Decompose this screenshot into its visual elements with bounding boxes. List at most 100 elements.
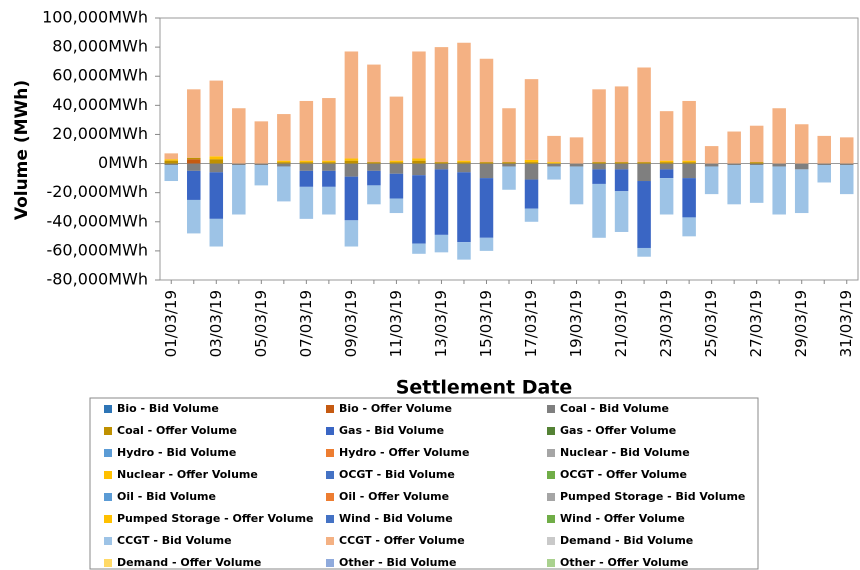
bar-segment [479,237,494,251]
bar-segment [524,159,539,163]
legend-swatch [326,405,334,413]
bar-segment [367,185,381,205]
bar-segment [164,153,179,160]
bar-segment [389,173,404,199]
bar-segment [659,163,674,170]
x-tick-label: 03/03/19 [207,290,225,357]
bar-segment [502,108,516,163]
bar-segment [322,98,336,161]
bar-segment [457,160,471,163]
bar-segment [637,181,651,248]
legend-swatch [326,427,334,435]
bar-segment [749,163,764,166]
bar-segment [434,169,449,235]
legend-swatch [547,471,555,479]
legend-swatch [326,449,334,457]
y-tick-label: 100,000MWh [42,8,148,27]
y-tick-label: -80,000MWh [46,270,148,289]
bar-segment [389,96,404,161]
legend-label: Coal - Offer Volume [117,424,237,437]
legend-label: Demand - Bid Volume [560,534,693,547]
bar-segment [479,58,494,163]
bar-segment [659,160,674,163]
legend-label: Coal - Bid Volume [560,402,669,415]
bar-segment [187,159,201,164]
bar-segment [299,100,314,161]
bar-segment [817,163,831,166]
bar-segment [299,163,314,171]
y-tick-label: -40,000MWh [46,211,148,230]
legend-swatch [547,559,555,567]
bar-segment [412,243,426,254]
legend-swatch [104,471,112,479]
legend-swatch [104,559,112,567]
bar-segment [704,146,719,164]
bar-segment [524,162,539,164]
bar-segment [434,47,449,163]
bar-segment [254,165,269,186]
bar-segment [457,172,471,243]
bar-segment [322,163,336,171]
bar-segment [164,163,179,166]
bar-segment [569,137,584,164]
bar-segment [322,162,336,164]
bar-segment [299,162,314,164]
bar-segment [682,162,696,164]
bar-segment [164,165,179,182]
bar-segment [367,162,381,164]
bar-segment [209,218,224,247]
bar-segment [412,51,426,159]
bar-segment [659,111,674,161]
bar-segment [839,163,854,166]
bar-segment [817,135,831,164]
bar-segment [704,166,719,195]
bar-segment [479,178,494,238]
bar-segment [277,166,291,202]
bar-segment [749,125,764,163]
x-tick-label: 01/03/19 [162,290,180,357]
bar-segment [164,159,179,161]
bar-segment [367,170,381,186]
bar-segment [682,217,696,237]
bar-segment [727,163,741,166]
bar-segment [524,179,539,209]
bar-segment [457,163,471,173]
bar-segment [232,108,246,164]
bar-segment [412,158,426,161]
x-tick-label: 25/03/19 [702,290,720,357]
x-tick-label: 15/03/19 [477,290,495,357]
bar-segment [524,163,539,180]
bar-segment [367,64,381,163]
bar-segment [772,166,786,215]
bar-segment [592,162,606,164]
bar-segment [727,131,741,164]
bar-segment [637,163,651,182]
legend-swatch [104,449,112,457]
bar-segment [524,208,539,222]
bar-segment [254,163,269,166]
legend-label: CCGT - Bid Volume [117,534,232,547]
legend-swatch [326,559,334,567]
bar-segment [839,165,854,195]
y-tick-label: 0MWh [98,153,148,172]
legend-label: Demand - Offer Volume [117,556,261,569]
bar-segment [232,163,246,166]
x-tick-label: 31/03/19 [837,290,855,357]
bar-segment [254,121,269,164]
bar-segment [749,165,764,203]
bar-segment [569,163,584,167]
legend-label: Other - Bid Volume [339,556,456,569]
bar-segment [187,170,201,200]
bar-segment [367,163,381,171]
x-tick-label: 17/03/19 [522,290,540,357]
bar-segment [434,163,449,170]
bar-segment [614,86,629,163]
bar-segment [817,165,831,183]
bar-segment [322,186,336,215]
bar-segment [344,176,359,221]
legend-swatch [326,537,334,545]
bar-segment [209,156,224,160]
bar-segment [277,160,291,163]
bar-segment [794,169,809,214]
